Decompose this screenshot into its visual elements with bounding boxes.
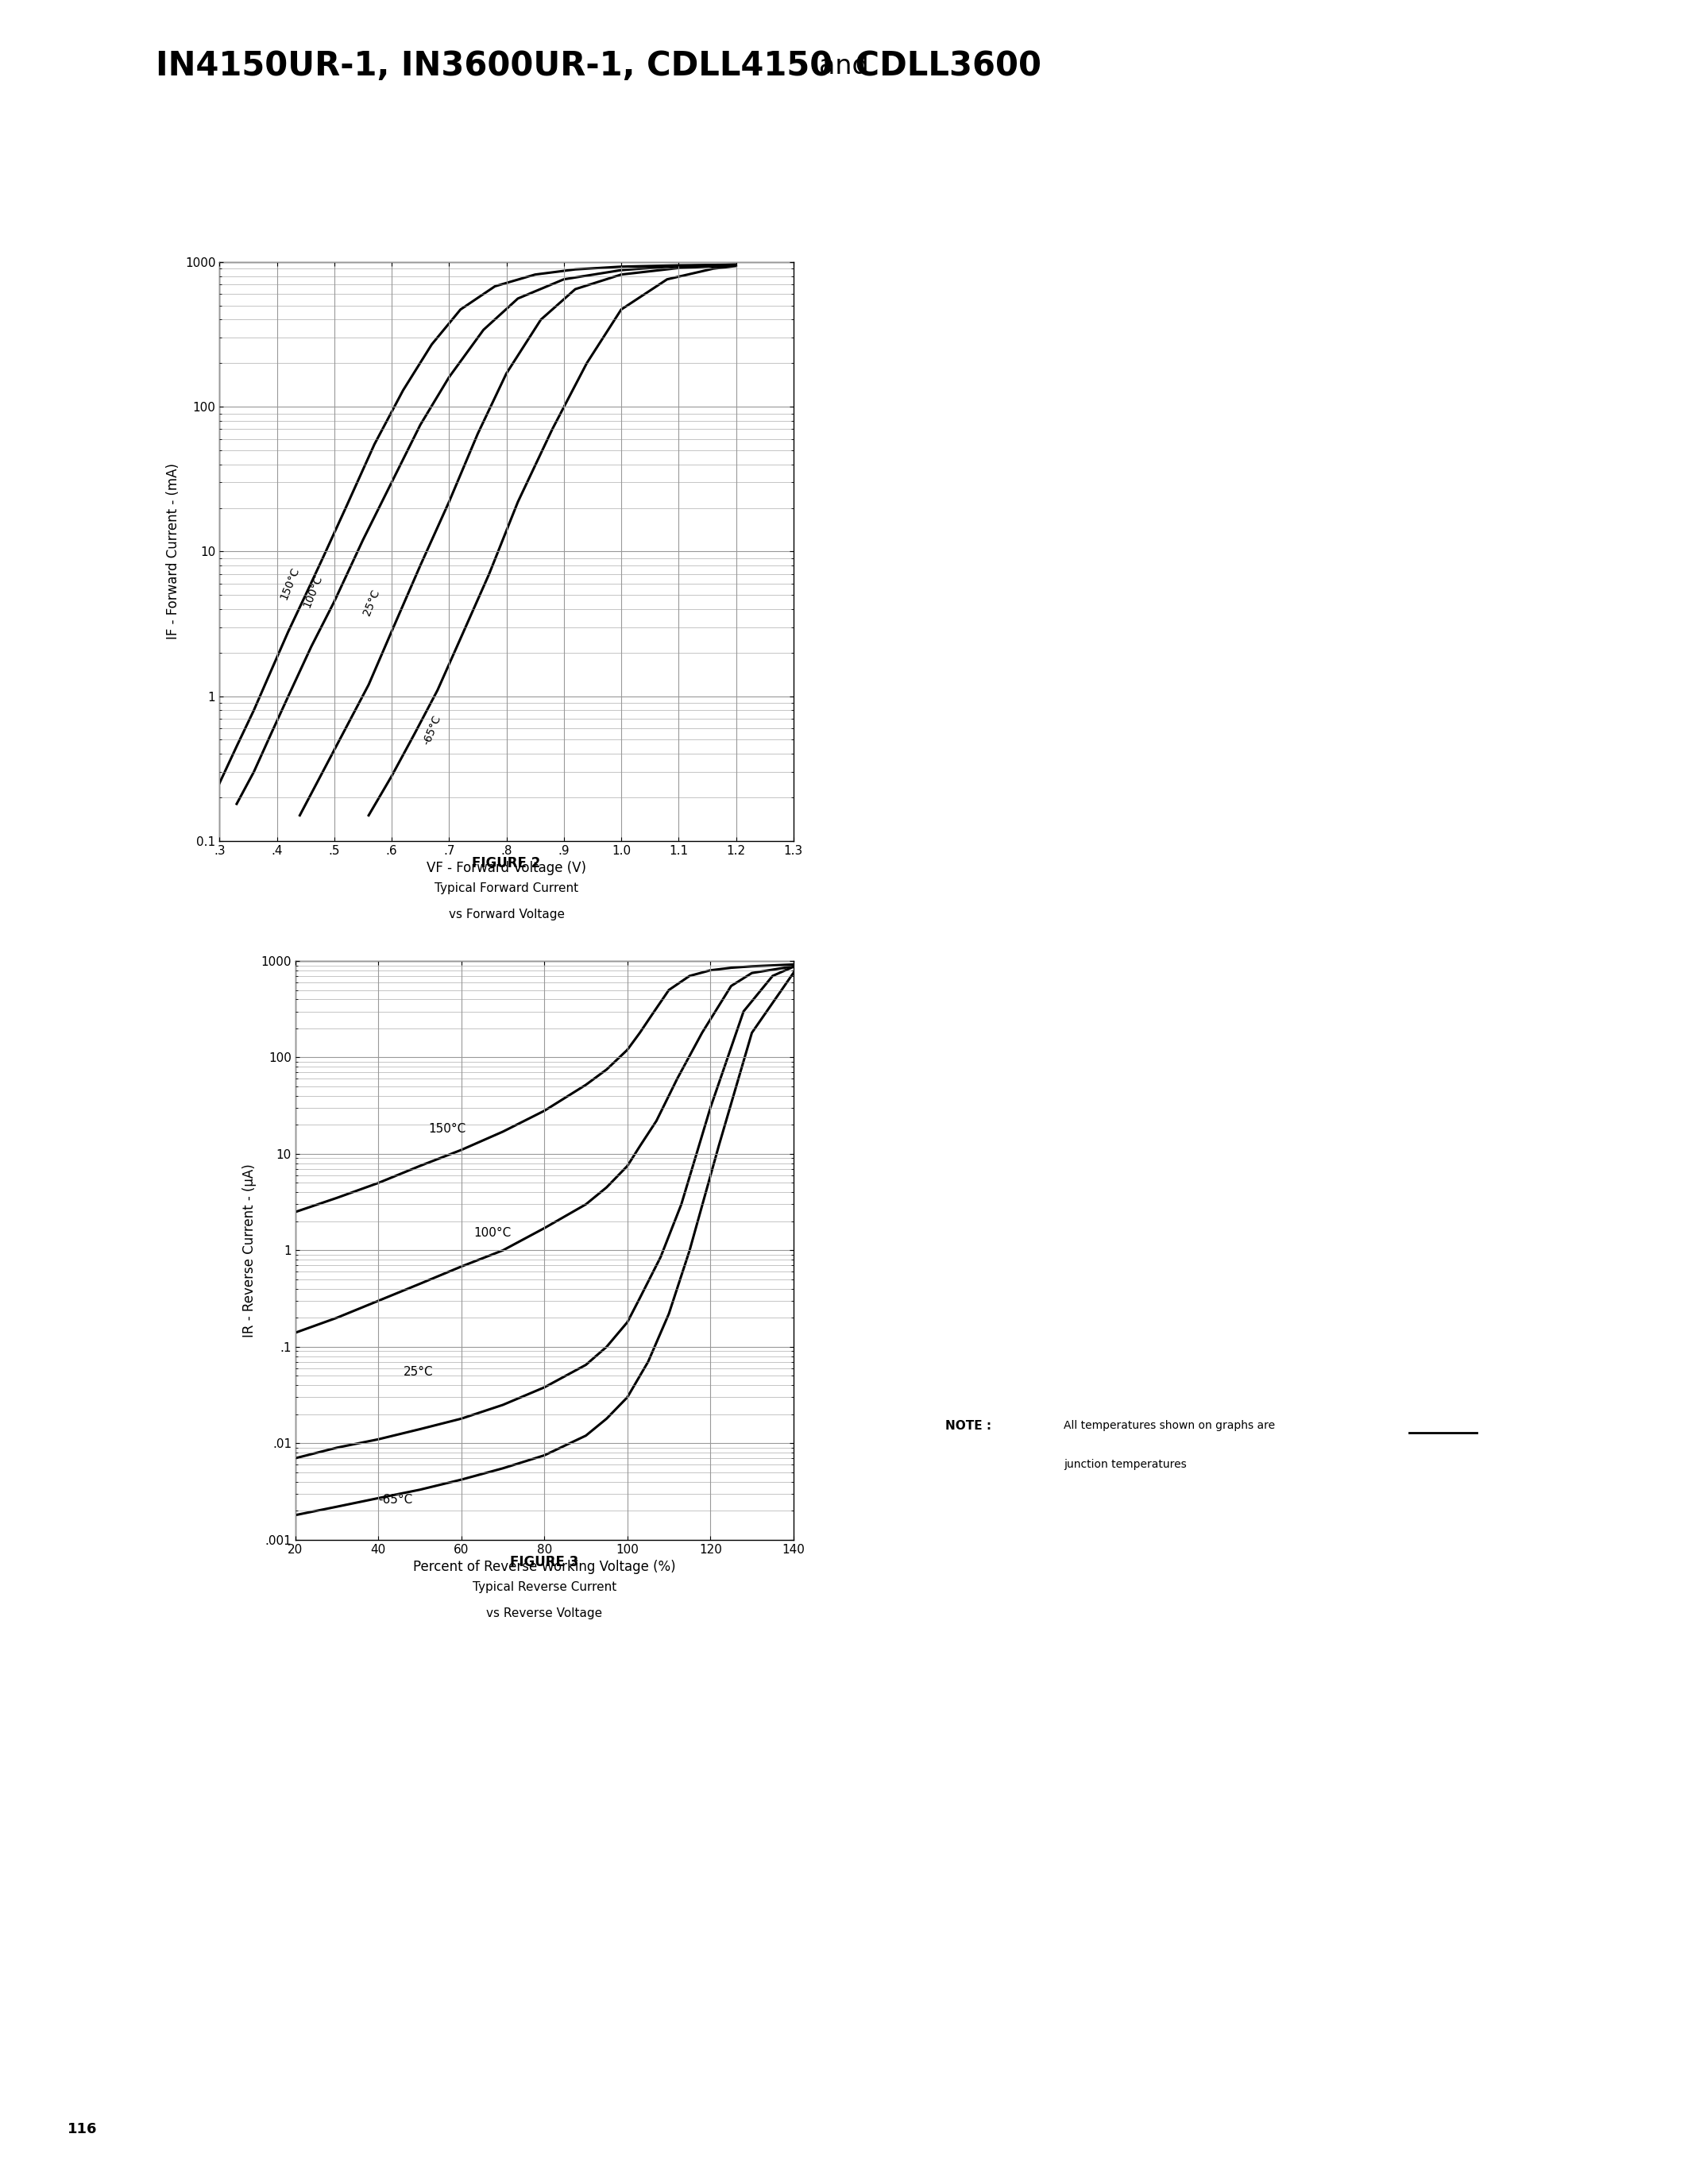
Text: vs Reverse Voltage: vs Reverse Voltage — [486, 1607, 603, 1618]
Text: CDLL3600: CDLL3600 — [844, 50, 1041, 83]
Text: FIGURE 3: FIGURE 3 — [510, 1555, 579, 1570]
Text: 150°C: 150°C — [429, 1123, 466, 1136]
Text: 116: 116 — [68, 2121, 98, 2136]
Text: 100°C: 100°C — [300, 572, 324, 609]
Text: and: and — [819, 52, 869, 79]
Text: 25°C: 25°C — [361, 587, 381, 618]
Text: Typical Forward Current: Typical Forward Current — [434, 882, 579, 893]
Text: Typical Reverse Current: Typical Reverse Current — [473, 1581, 616, 1592]
Text: -65°C: -65°C — [422, 714, 444, 747]
Text: IN4150UR-1, IN3600UR-1, CDLL4150: IN4150UR-1, IN3600UR-1, CDLL4150 — [155, 50, 844, 83]
Y-axis label: IF - Forward Current - (mA): IF - Forward Current - (mA) — [167, 463, 181, 640]
Y-axis label: IR - Reverse Current - (μA): IR - Reverse Current - (μA) — [243, 1164, 257, 1337]
Text: -65°C: -65°C — [378, 1494, 414, 1505]
Text: junction temperatures: junction temperatures — [1063, 1459, 1187, 1470]
Text: vs Forward Voltage: vs Forward Voltage — [449, 909, 564, 919]
X-axis label: VF - Forward Voltage (V): VF - Forward Voltage (V) — [427, 860, 586, 876]
Text: 25°C: 25°C — [403, 1365, 434, 1378]
Text: NOTE :: NOTE : — [945, 1420, 991, 1431]
Text: 150°C: 150°C — [279, 566, 300, 601]
X-axis label: Percent of Reverse Working Voltage (%): Percent of Reverse Working Voltage (%) — [414, 1559, 675, 1575]
Text: All temperatures shown on graphs are: All temperatures shown on graphs are — [1063, 1420, 1274, 1431]
Text: 100°C: 100°C — [474, 1227, 511, 1238]
Text: FIGURE 2: FIGURE 2 — [473, 856, 540, 871]
